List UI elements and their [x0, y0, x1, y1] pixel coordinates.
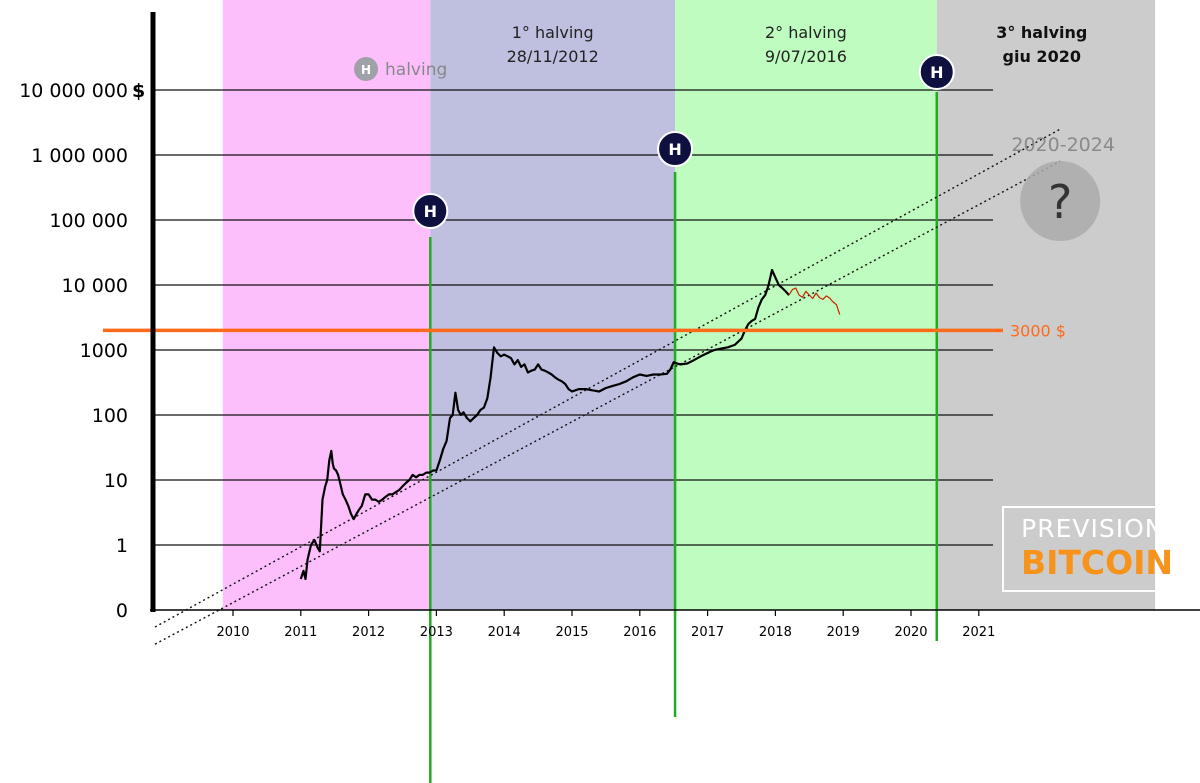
x-tick-label-7: 2017 — [691, 625, 724, 640]
future-question-mark: ? — [1048, 175, 1072, 229]
x-tick-label-4: 2014 — [488, 625, 521, 640]
reference-line-label: 3000 $ — [1010, 321, 1066, 340]
y-tick-label-2: 10 — [104, 470, 128, 492]
x-tick-label-9: 2019 — [827, 625, 860, 640]
y-tick-label-7: 1 000 000 — [31, 145, 128, 167]
x-tick-label-6: 2016 — [623, 625, 656, 640]
future-period-label: 2020-2024 — [1011, 134, 1115, 156]
era-label-line2-2: 9/07/2016 — [765, 47, 847, 66]
legend-halving-icon — [354, 57, 378, 81]
x-tick-label-0: 2010 — [216, 625, 249, 640]
halving-marker-2 — [918, 54, 955, 90]
y-tick-label-8: 10 000 000 — [19, 80, 128, 102]
price-series-1 — [788, 287, 841, 315]
era-label-line2-1: 28/11/2012 — [507, 47, 599, 66]
halving-marker-0 — [412, 193, 449, 229]
y-tick-label-3: 100 — [92, 405, 128, 427]
legend-halving-icon-text: H — [361, 63, 371, 77]
x-tick-label-5: 2015 — [555, 625, 588, 640]
era-label-line1-2: 2° halving — [765, 23, 847, 42]
y-tick-label-0: 0 — [116, 600, 128, 622]
y-tick-label-4: 1000 — [80, 340, 128, 362]
price-series-0 — [299, 268, 790, 581]
future-question-circle — [1020, 161, 1101, 241]
era-band-0 — [222, 0, 431, 610]
trend-line-0 — [154, 128, 1061, 628]
y-unit-label: $ — [132, 80, 145, 102]
x-tick-label-1: 2011 — [284, 625, 317, 640]
halving-marker-text-1: H — [668, 140, 681, 159]
x-tick-label-2: 2012 — [352, 625, 385, 640]
halving-marker-text-0: H — [424, 202, 437, 221]
era-band-3 — [936, 0, 1156, 610]
y-tick-label-1: 1 — [116, 535, 128, 557]
brand-logo: PREVISIONI BITCOIN — [1002, 506, 1192, 592]
era-label-line1-3: 3° halving — [996, 23, 1087, 42]
era-band-1 — [430, 0, 676, 610]
halving-marker-text-2: H — [930, 63, 943, 82]
x-tick-label-10: 2020 — [894, 625, 927, 640]
x-tick-label-11: 2021 — [962, 625, 995, 640]
y-tick-label-6: 100 000 — [49, 210, 128, 232]
era-label-line2-3: giu 2020 — [1003, 47, 1081, 66]
x-tick-label-3: 2013 — [420, 625, 453, 640]
era-label-line1-1: 1° halving — [512, 23, 594, 42]
x-tick-label-8: 2018 — [759, 625, 792, 640]
brand-line2: BITCOIN — [1020, 543, 1174, 582]
trend-line-1 — [154, 160, 1061, 645]
y-tick-label-5: 10 000 — [62, 275, 128, 297]
brand-line1: PREVISIONI — [1021, 514, 1173, 543]
era-band-2 — [675, 0, 937, 610]
halving-marker-1 — [657, 131, 694, 167]
legend-halving-label: halving — [385, 60, 447, 80]
